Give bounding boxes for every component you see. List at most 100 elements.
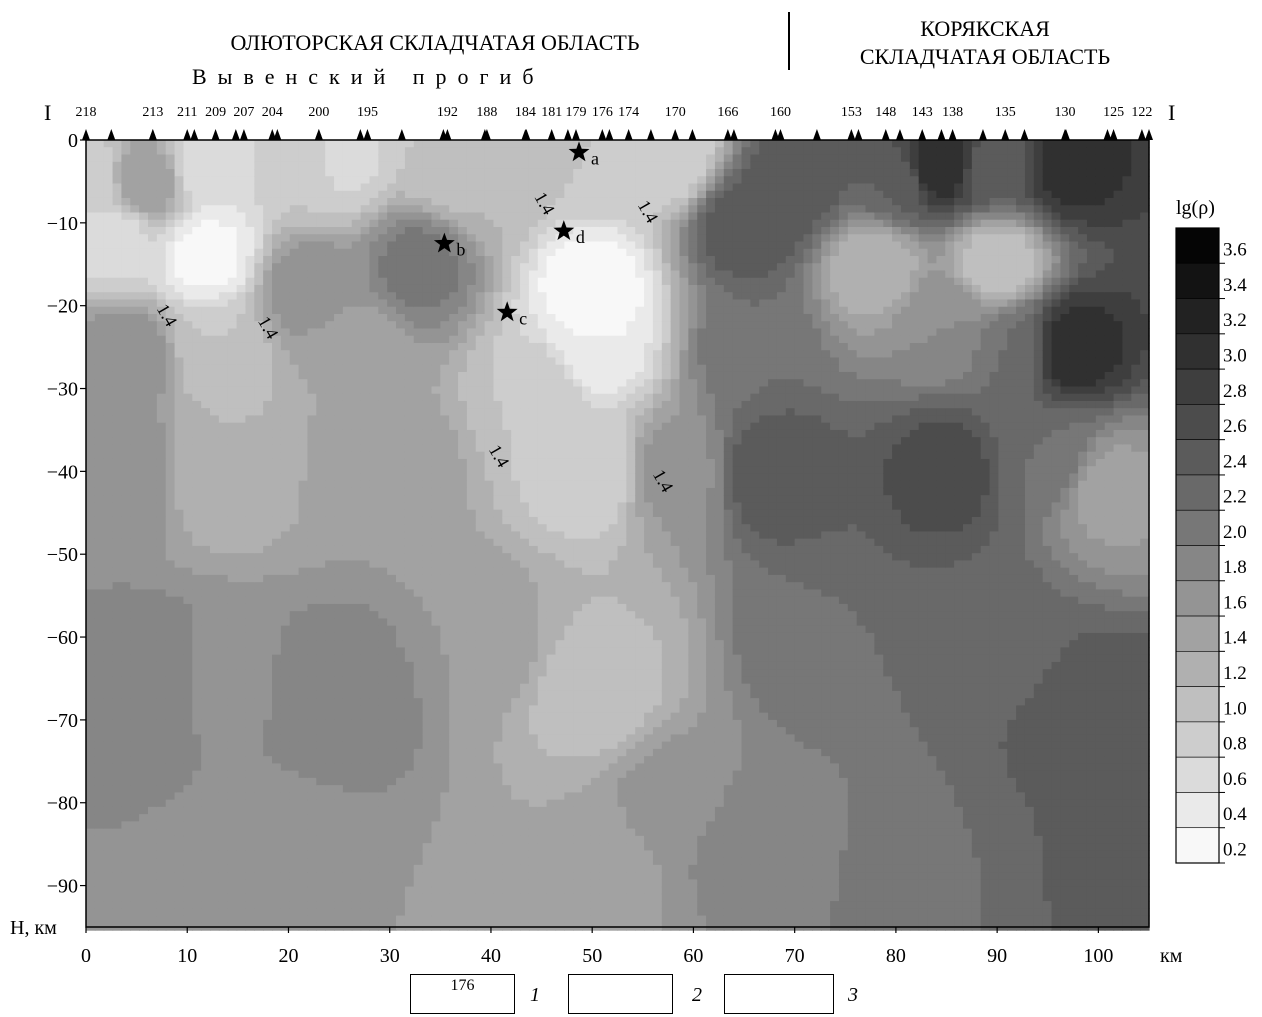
field-cell <box>396 792 405 800</box>
field-cell <box>175 676 184 684</box>
field-cell <box>95 763 104 771</box>
field-cell <box>316 415 325 423</box>
field-cell <box>325 879 334 887</box>
field-cell <box>369 444 378 452</box>
field-cell <box>369 749 378 757</box>
field-cell <box>166 408 175 416</box>
field-cell <box>299 872 308 880</box>
field-cell <box>237 560 246 568</box>
field-cell <box>210 336 219 344</box>
field-cell <box>148 481 157 489</box>
field-cell <box>343 495 352 503</box>
field-cell <box>387 336 396 344</box>
field-cell <box>95 256 104 264</box>
field-cell <box>325 640 334 648</box>
field-cell <box>201 452 210 460</box>
field-cell <box>157 684 166 692</box>
field-cell <box>210 691 219 699</box>
field-cell <box>245 278 254 286</box>
field-cell <box>130 553 139 561</box>
field-cell <box>396 444 405 452</box>
field-cell <box>369 684 378 692</box>
field-cell <box>139 633 148 641</box>
field-cell <box>343 597 352 605</box>
field-cell <box>104 669 113 677</box>
field-cell <box>316 756 325 764</box>
field-cell <box>139 191 148 199</box>
field-cell <box>414 299 423 307</box>
field-cell <box>254 887 263 895</box>
field-cell <box>352 655 361 663</box>
field-cell <box>334 575 343 583</box>
field-cell <box>369 698 378 706</box>
field-cell <box>237 531 246 539</box>
field-cell <box>361 140 370 148</box>
field-cell <box>237 647 246 655</box>
field-cell <box>201 183 210 191</box>
field-cell <box>263 227 272 235</box>
field-cell <box>290 771 299 779</box>
field-cell <box>307 278 316 286</box>
field-cell <box>104 713 113 721</box>
field-cell <box>281 662 290 670</box>
field-cell <box>272 640 281 648</box>
field-cell <box>237 256 246 264</box>
field-cell <box>237 568 246 576</box>
field-cell <box>343 836 352 844</box>
field-cell <box>157 191 166 199</box>
field-cell <box>86 198 95 206</box>
field-cell <box>378 343 387 351</box>
field-cell <box>219 887 228 895</box>
field-cell <box>316 154 325 162</box>
field-cell <box>139 234 148 242</box>
field-cell <box>121 778 130 786</box>
field-cell <box>219 430 228 438</box>
field-cell <box>325 459 334 467</box>
field-cell <box>254 241 263 249</box>
field-cell <box>263 676 272 684</box>
field-cell <box>157 343 166 351</box>
field-cell <box>361 604 370 612</box>
field-cell <box>139 147 148 155</box>
field-cell <box>148 814 157 822</box>
field-cell <box>228 792 237 800</box>
field-cell <box>228 618 237 626</box>
field-cell <box>352 314 361 322</box>
field-cell <box>228 386 237 394</box>
field-cell <box>414 343 423 351</box>
field-cell <box>121 546 130 554</box>
field-cell <box>343 843 352 851</box>
field-cell <box>175 452 184 460</box>
field-cell <box>396 154 405 162</box>
field-cell <box>245 227 254 235</box>
field-cell <box>175 843 184 851</box>
field-cell <box>352 452 361 460</box>
field-cell <box>183 821 192 829</box>
field-cell <box>290 734 299 742</box>
field-cell <box>237 858 246 866</box>
field-cell <box>325 278 334 286</box>
field-cell <box>343 379 352 387</box>
field-cell <box>325 212 334 220</box>
field-cell <box>369 220 378 228</box>
field-cell <box>352 821 361 829</box>
field-cell <box>183 299 192 307</box>
field-cell <box>95 162 104 170</box>
field-cell <box>192 771 201 779</box>
field-cell <box>219 524 228 532</box>
field-cell <box>192 727 201 735</box>
field-cell <box>175 698 184 706</box>
field-cell <box>175 858 184 866</box>
field-cell <box>139 814 148 822</box>
field-cell <box>130 212 139 220</box>
field-cell <box>86 162 95 170</box>
field-cell <box>307 604 316 612</box>
field-cell <box>396 727 405 735</box>
field-cell <box>343 292 352 300</box>
field-cell <box>148 473 157 481</box>
field-cell <box>334 771 343 779</box>
field-cell <box>113 227 122 235</box>
field-cell <box>148 437 157 445</box>
field-cell <box>201 800 210 808</box>
field-cell <box>121 502 130 510</box>
